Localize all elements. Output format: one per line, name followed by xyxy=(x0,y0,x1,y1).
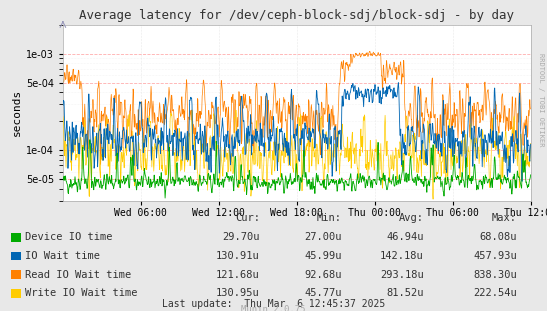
Text: 45.77u: 45.77u xyxy=(304,288,342,298)
Title: Average latency for /dev/ceph-block-sdj/block-sdj - by day: Average latency for /dev/ceph-block-sdj/… xyxy=(79,9,514,22)
Text: 45.99u: 45.99u xyxy=(304,251,342,261)
Text: 68.08u: 68.08u xyxy=(479,232,517,242)
Text: 81.52u: 81.52u xyxy=(386,288,424,298)
Y-axis label: seconds: seconds xyxy=(11,89,21,136)
Text: 130.95u: 130.95u xyxy=(216,288,260,298)
Text: Munin 2.0.75: Munin 2.0.75 xyxy=(241,305,306,311)
Text: 293.18u: 293.18u xyxy=(380,270,424,280)
Text: Read IO Wait time: Read IO Wait time xyxy=(25,270,131,280)
Text: 46.94u: 46.94u xyxy=(386,232,424,242)
Text: 29.70u: 29.70u xyxy=(222,232,260,242)
Text: 222.54u: 222.54u xyxy=(473,288,517,298)
Text: Last update:  Thu Mar  6 12:45:37 2025: Last update: Thu Mar 6 12:45:37 2025 xyxy=(162,299,385,309)
Text: Write IO Wait time: Write IO Wait time xyxy=(25,288,137,298)
Text: 838.30u: 838.30u xyxy=(473,270,517,280)
Text: 457.93u: 457.93u xyxy=(473,251,517,261)
Text: 92.68u: 92.68u xyxy=(304,270,342,280)
Text: Max:: Max: xyxy=(492,213,517,223)
Text: Cur:: Cur: xyxy=(235,213,260,223)
Text: Min:: Min: xyxy=(317,213,342,223)
Text: Device IO time: Device IO time xyxy=(25,232,112,242)
Text: Avg:: Avg: xyxy=(399,213,424,223)
Text: 130.91u: 130.91u xyxy=(216,251,260,261)
Text: 142.18u: 142.18u xyxy=(380,251,424,261)
Text: IO Wait time: IO Wait time xyxy=(25,251,100,261)
Text: 121.68u: 121.68u xyxy=(216,270,260,280)
Text: RRDTOOL / TOBI OETIKER: RRDTOOL / TOBI OETIKER xyxy=(538,53,544,146)
Text: 27.00u: 27.00u xyxy=(304,232,342,242)
